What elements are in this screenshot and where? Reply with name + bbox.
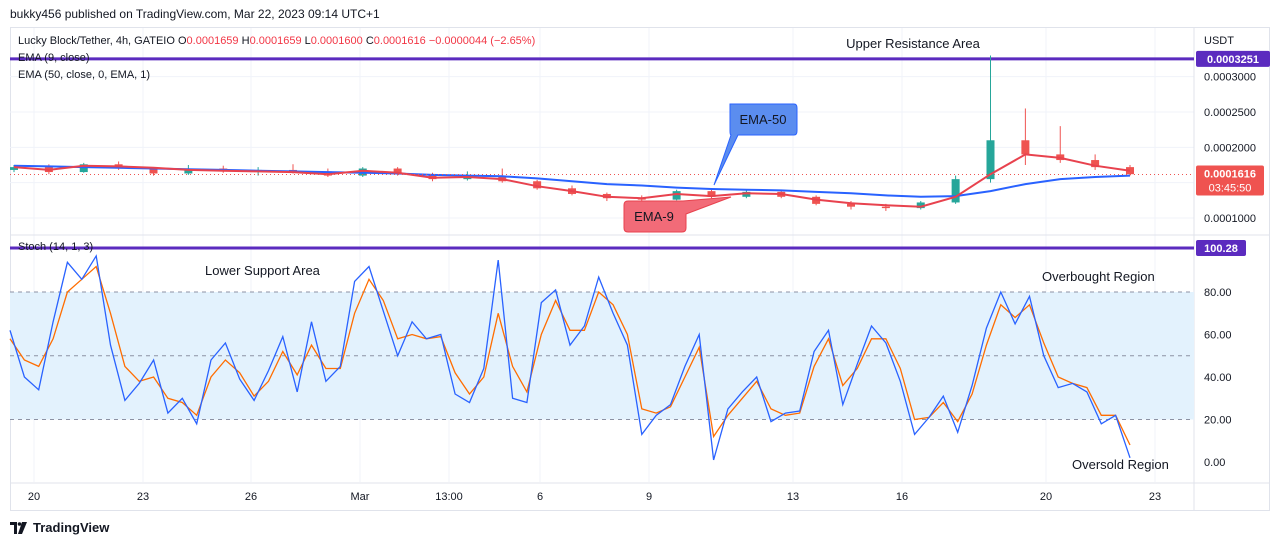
candle-body: [393, 168, 402, 175]
legend-h-label: H: [241, 35, 250, 47]
candle-body: [1021, 140, 1030, 155]
resistance-badge-text: 0.0003251: [1207, 54, 1259, 66]
price-tick-label: 0.0002000: [1204, 142, 1256, 154]
upper-resistance-label: Upper Resistance Area: [846, 36, 980, 51]
legend-c-label: C: [365, 35, 374, 47]
oversold-label: Oversold Region: [1072, 457, 1169, 472]
time-tick-label: 20: [1040, 491, 1052, 503]
last-price-text: 0.0001616: [1204, 168, 1256, 180]
resistance-badge: [1196, 50, 1270, 67]
legend-ema50[interactable]: EMA (50, close, 0, EMA, 1): [18, 69, 151, 81]
tradingview-logo-icon: [10, 521, 28, 534]
overbought-label: Overbought Region: [1042, 269, 1155, 284]
ema50-callout-bubble: [713, 103, 798, 186]
price-legend: Lucky Block/Tether, 4h, GATEIO O0.000165…: [18, 35, 535, 47]
chart-frame: [10, 27, 1270, 511]
legend-l-label: L: [304, 35, 311, 47]
candle-body: [533, 181, 542, 189]
stoch-level-badge-text: 100.28: [1204, 243, 1238, 255]
legend-close: 0.0001616: [373, 35, 426, 47]
candle-body: [881, 206, 890, 209]
legend-o-label: O: [177, 35, 187, 47]
legend-stoch[interactable]: Stoch (14, 1, 3): [18, 241, 94, 253]
time-tick-label: 9: [646, 491, 652, 503]
time-tick-label: 23: [137, 491, 149, 503]
legend-open: 0.0001659: [186, 35, 239, 47]
candle-body: [428, 174, 437, 180]
time-tick-label: 13:00: [435, 491, 463, 503]
ema9-callout-bubble: [623, 196, 732, 233]
legend-ema9[interactable]: EMA (9, close): [18, 52, 90, 64]
legend-symbol: Lucky Block/Tether, 4h, GATEIO: [18, 35, 175, 47]
stoch-tick-label: 0.00: [1204, 457, 1225, 469]
last-price-badge: [1196, 165, 1264, 196]
candle-body: [672, 191, 681, 200]
time-tick-label: 16: [896, 491, 908, 503]
tradingview-wordmark: TradingView: [33, 520, 110, 535]
candle-body: [847, 203, 855, 207]
price-tick-label: 0.0003000: [1204, 72, 1256, 84]
time-tick-label: Mar: [351, 491, 370, 503]
candle-body: [79, 164, 88, 173]
currency-label: USDT: [1204, 35, 1234, 47]
time-tick-label: 13: [787, 491, 799, 503]
candle-body: [986, 140, 995, 180]
time-tick-label: 26: [245, 491, 257, 503]
stoch-tick-label: 20.00: [1204, 415, 1232, 427]
legend-change: −0.0000044 (−2.65%): [428, 35, 536, 47]
time-tick-label: 6: [537, 491, 543, 503]
legend-high: 0.0001659: [249, 35, 302, 47]
ema9-callout-text: EMA-9: [634, 209, 674, 224]
stoch-level-badge: [1196, 240, 1246, 256]
candle-body: [149, 168, 158, 174]
candle-body: [707, 191, 716, 197]
stoch-d-line: [9, 265, 1131, 446]
stoch-tick-label: 80.00: [1204, 287, 1232, 299]
countdown-text: 03:45:50: [1209, 182, 1252, 194]
stoch-k-line: [9, 254, 1131, 461]
candle-body: [742, 191, 751, 197]
ema9-line: [13, 153, 1131, 208]
candle-body: [916, 202, 925, 209]
publisher-line: bukky456 published on TradingView.com, M…: [10, 7, 380, 21]
legend-low: 0.0001600: [310, 35, 363, 47]
ema50-callout-text: EMA-50: [740, 112, 787, 127]
stoch-tick-label: 60.00: [1204, 330, 1232, 342]
candle-body: [184, 168, 193, 174]
stoch-tick-label: 40.00: [1204, 372, 1232, 384]
lower-support-label: Lower Support Area: [205, 263, 321, 278]
time-tick-label: 20: [28, 491, 40, 503]
tradingview-brand[interactable]: TradingView: [10, 520, 109, 535]
candle-body: [10, 167, 18, 170]
time-tick-label: 23: [1149, 491, 1161, 503]
price-tick-label: 0.0001000: [1204, 213, 1256, 225]
candle-body: [1091, 160, 1100, 168]
price-tick-label: 0.0002500: [1204, 107, 1256, 119]
candle-body: [951, 179, 960, 203]
